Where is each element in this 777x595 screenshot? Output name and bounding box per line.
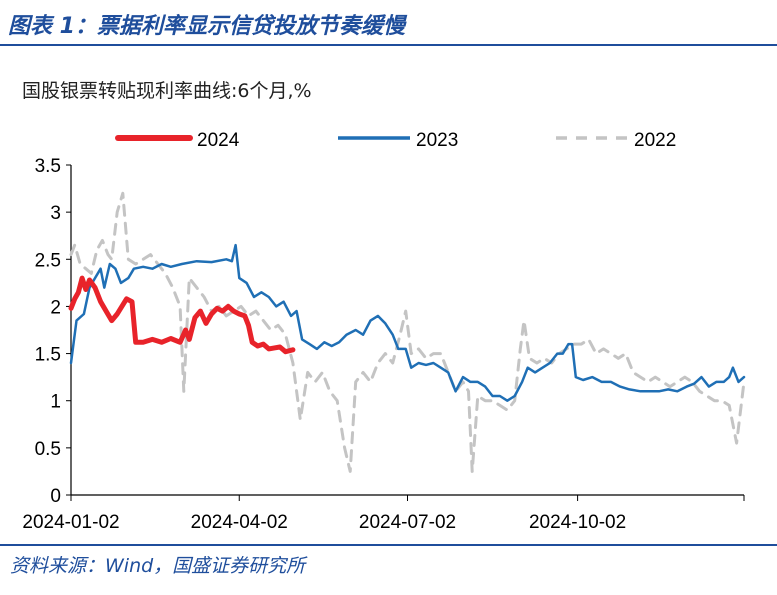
x-ticks: 2024-01-02 2024-04-02 2024-07-02 2024-10-02 (22, 495, 745, 533)
x-tick-label: 2024-04-02 (191, 512, 288, 533)
y-ticks: 0 0.5 1 1.5 2 2.5 3 3.5 (35, 156, 71, 507)
y-tick-label: 0.5 (35, 439, 61, 460)
series-layer (68, 191, 746, 473)
y-tick-label: 2.5 (35, 250, 61, 271)
x-tick-label: 2024-10-02 (529, 512, 626, 533)
chart-title: 国股银票转贴现利率曲线:6个月,% (22, 80, 312, 102)
series-line-2022 (69, 191, 746, 473)
y-tick-label: 2 (50, 297, 61, 318)
title-rule (0, 44, 777, 46)
figure-title: 图表 1：票据利率显示信贷投放节奏缓慢 (8, 14, 405, 39)
y-tick-label: 0 (50, 486, 61, 507)
legend-label-2023: 2023 (416, 130, 458, 151)
series-line-2023 (69, 243, 746, 402)
source-note: 资料来源：Wind，国盛证券研究所 (10, 555, 306, 577)
y-tick-label: 3 (50, 203, 61, 224)
x-tick-label: 2024-01-02 (22, 512, 119, 533)
series-line-2024 (68, 275, 296, 355)
legend: 2024 2023 2022 (115, 130, 676, 151)
y-tick-label: 1.5 (35, 345, 61, 366)
y-tick-label: 3.5 (35, 156, 61, 177)
source-rule (0, 544, 777, 546)
y-tick-label: 1 (50, 392, 61, 413)
x-tick-label: 2024-07-02 (359, 512, 456, 533)
legend-label-2024: 2024 (197, 130, 240, 151)
legend-label-2022: 2022 (634, 130, 676, 151)
